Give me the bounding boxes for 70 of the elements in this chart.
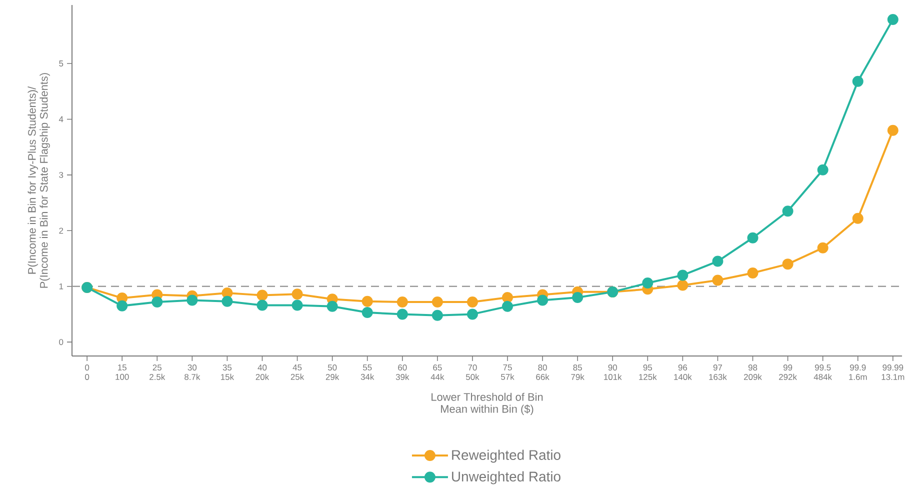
point [152, 296, 163, 308]
x-tick-label: 55 34k [360, 364, 374, 380]
x-tick-label: 70 50k [466, 364, 480, 380]
x-tick-label: 99.5 484k [814, 364, 832, 380]
x-tick-label: 25 2.5k [150, 364, 166, 380]
x-tick-label: 75 57k [501, 364, 514, 380]
legend-label: Reweighted Ratio [452, 450, 560, 463]
point [537, 294, 548, 306]
point [256, 290, 268, 301]
x-tick-label: 45 25k [290, 364, 304, 380]
x-tick-label: 96 140k [674, 364, 692, 380]
point [572, 292, 584, 303]
point [677, 270, 688, 281]
point [747, 232, 758, 244]
point [466, 308, 478, 320]
point [256, 300, 268, 311]
point [222, 296, 233, 307]
point [817, 242, 828, 254]
point [677, 280, 688, 291]
point [292, 300, 303, 311]
point [432, 296, 443, 308]
point [712, 274, 724, 286]
y-tick-label: 0 [59, 339, 64, 346]
x-tick-label: 50 29k [326, 364, 340, 380]
point [817, 164, 828, 176]
x-tick-label: 65 44k [430, 364, 444, 380]
point [186, 294, 198, 306]
x-axis-title: Lower Threshold of Bin Mean within Bin ($) [432, 392, 543, 415]
point [326, 300, 338, 312]
y-tick-label: 1 [59, 283, 64, 290]
x-tick-label: 99 292k [779, 364, 797, 380]
point [466, 296, 478, 308]
point [887, 14, 898, 25]
point [292, 288, 303, 300]
y-tick-label: 4 [58, 116, 64, 122]
x-tick-label: 97 163k [709, 364, 727, 380]
x-tick-label: 99.9 1.6m [849, 364, 867, 380]
legend-label: Unweighted Ratio [452, 471, 560, 484]
point [852, 212, 864, 224]
point [362, 307, 373, 318]
y-tick-label: 2 [59, 228, 64, 234]
x-tick-label: 90 101k [604, 364, 622, 380]
x-tick-label: 30 8.7k [184, 364, 200, 380]
x-tick-label: 15 100 [116, 364, 129, 380]
y-tick-label: 5 [59, 60, 64, 66]
point [712, 256, 724, 267]
point [116, 300, 128, 312]
point [782, 206, 794, 217]
point [502, 292, 513, 303]
x-tick-label: 40 20k [256, 364, 270, 380]
x-tick-label: 0 0 [85, 364, 90, 380]
y-tick-label: 3 [59, 172, 64, 178]
x-tick-label: 99.99 13.1m [882, 364, 904, 380]
y-axis-title: P(Income in Bin for Ivy-Plus Students)/ P(Income in Bin for State Flagship Students) [28, 73, 50, 288]
point [362, 296, 373, 307]
point [502, 300, 513, 312]
x-tick-label: 95 125k [639, 364, 657, 380]
point [396, 296, 408, 308]
point [747, 267, 758, 278]
x-tick-label: 60 39k [396, 364, 410, 380]
x-tick-label: 98 209k [744, 364, 762, 380]
x-tick-label: 85 79k [571, 364, 584, 380]
point [782, 258, 794, 270]
point [852, 76, 864, 87]
x-tick-label: 80 66k [536, 364, 550, 380]
point [887, 124, 898, 136]
point [396, 308, 408, 320]
point [432, 310, 443, 321]
point [642, 278, 654, 289]
x-tick-label: 35 15k [221, 364, 234, 380]
